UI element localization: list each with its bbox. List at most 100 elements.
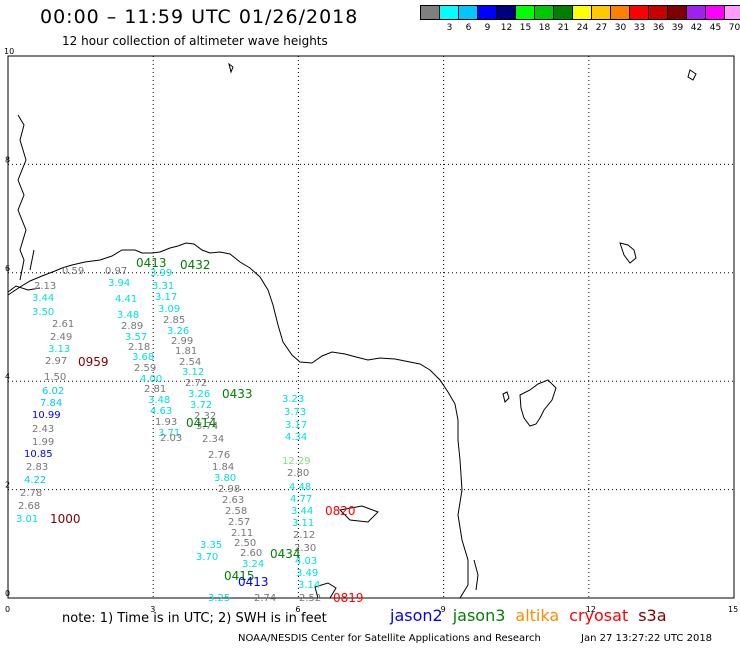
pass-time-label: 0434 bbox=[270, 547, 301, 561]
wave-height-value: 2.60 bbox=[240, 548, 262, 559]
pass-time-label: 0820 bbox=[325, 504, 356, 518]
wave-height-value: 1.81 bbox=[175, 346, 197, 357]
satellite-name-cryosat: cryosat bbox=[569, 606, 629, 625]
y-tick-label: 4 bbox=[5, 372, 10, 381]
pass-time-label: 1000 bbox=[50, 512, 81, 526]
legend-item: 9 bbox=[477, 5, 497, 34]
generation-timestamp: Jan 27 13:27:22 UTC 2018 bbox=[581, 633, 713, 644]
wave-height-value: 2.13 bbox=[34, 281, 56, 292]
satellite-name-s3a: s3a bbox=[638, 606, 667, 625]
wave-height-value: 1.93 bbox=[155, 417, 177, 428]
wave-height-value: 3.26 bbox=[167, 326, 189, 337]
y-tick-label: 0 bbox=[5, 589, 10, 598]
wave-height-value: 3.17 bbox=[155, 292, 177, 303]
page-title: 00:00 – 11:59 UTC 01/26/2018 bbox=[40, 6, 359, 28]
wave-height-value: 3.57 bbox=[125, 332, 147, 343]
legend-label: 6 bbox=[465, 23, 472, 33]
wave-height-value: 3.48 bbox=[148, 395, 170, 406]
wave-height-value: 2.63 bbox=[222, 495, 244, 506]
wave-height-value: 2.68 bbox=[18, 501, 40, 512]
wave-height-value: 2.34 bbox=[202, 434, 224, 445]
wave-height-value: 2.76 bbox=[208, 450, 230, 461]
wave-height-value: 3.71 bbox=[158, 428, 180, 439]
satellite-name-jason2: jason2 bbox=[390, 606, 443, 625]
wave-height-value: 2.54 bbox=[179, 357, 201, 368]
pass-time-label: 0432 bbox=[180, 258, 211, 272]
wave-height-value: 3.17 bbox=[285, 420, 307, 431]
wave-height-value: 2.97 bbox=[45, 356, 67, 367]
legend-label: 30 bbox=[614, 23, 627, 33]
wave-height-value: 2.50 bbox=[234, 538, 256, 549]
wave-height-value: 3.99 bbox=[150, 268, 172, 279]
wave-height-value: 3.44 bbox=[291, 506, 313, 517]
wave-height-value: 3.94 bbox=[108, 278, 130, 289]
wave-height-value: 4.00 bbox=[140, 374, 162, 385]
legend-label: 9 bbox=[484, 23, 491, 33]
wave-height-value: 3.70 bbox=[196, 552, 218, 563]
legend-label: 12 bbox=[500, 23, 513, 33]
legend-item: 24 bbox=[572, 5, 592, 34]
wave-height-value: 2.74 bbox=[254, 593, 276, 604]
legend-item: 45 bbox=[705, 5, 725, 34]
legend-label: 24 bbox=[576, 23, 589, 33]
wave-height-value: 12.29 bbox=[282, 456, 311, 467]
wave-height-value: 0.59 bbox=[62, 266, 84, 277]
wave-height-value: 3.01 bbox=[16, 514, 38, 525]
wave-height-value: 2.32 bbox=[194, 411, 216, 422]
pass-time-labels: 0413 043209590433041410000820043404150413… bbox=[50, 256, 364, 605]
wave-height-value: 3.14 bbox=[298, 580, 320, 591]
map-gridlines bbox=[8, 56, 734, 598]
wave-height-value: 3.49 bbox=[296, 568, 318, 579]
wave-height-value: 3.72 bbox=[190, 400, 212, 411]
wave-height-value: 2.12 bbox=[293, 530, 315, 541]
satellite-legend: jason2 jason3 altika cryosat s3a bbox=[390, 606, 677, 625]
pass-time-label: 0414 bbox=[186, 416, 217, 430]
wave-height-value: 2.72 bbox=[185, 378, 207, 389]
x-tick-label: 15 bbox=[728, 605, 738, 614]
wave-height-value: 3.68 bbox=[132, 352, 154, 363]
wave-height-value: 3.80 bbox=[214, 473, 236, 484]
y-tick-label: 2 bbox=[5, 481, 10, 490]
pass-time-label: 0413 bbox=[136, 256, 167, 270]
wave-height-value: 3.26 bbox=[188, 389, 210, 400]
wave-height-value: 7.84 bbox=[40, 398, 62, 409]
wave-height-value: 2.80 bbox=[287, 468, 309, 479]
x-tick-label: 0 bbox=[5, 605, 10, 614]
wave-height-value: 3.24 bbox=[242, 559, 264, 570]
wave-height-value: 2.52 bbox=[299, 593, 321, 604]
wave-height-value: 6.02 bbox=[42, 386, 64, 397]
wave-height-value: 3.48 bbox=[117, 310, 139, 321]
wave-height-value: 4.77 bbox=[290, 494, 312, 505]
legend-swatch bbox=[724, 5, 740, 20]
wave-height-value: 2.99 bbox=[171, 336, 193, 347]
footer-note: note: 1) Time is in UTC; 2) SWH is in fe… bbox=[62, 611, 327, 626]
legend-label: 27 bbox=[595, 23, 608, 33]
wave-height-value: 3.11 bbox=[292, 518, 314, 529]
satellite-name-altika: altika bbox=[515, 606, 560, 625]
wave-height-value: 2.85 bbox=[163, 315, 185, 326]
wave-height-value: 1.50 bbox=[44, 372, 66, 383]
wave-height-value: 4.34 bbox=[285, 432, 307, 443]
legend-label: 33 bbox=[633, 23, 646, 33]
wave-height-value: 3.12 bbox=[182, 367, 204, 378]
y-tick-label: 8 bbox=[5, 155, 10, 164]
legend-item: 30 bbox=[610, 5, 630, 34]
wave-height-value: 4.03 bbox=[295, 556, 317, 567]
legend-item: 27 bbox=[591, 5, 611, 34]
wave-height-value: 2.83 bbox=[26, 462, 48, 473]
legend-label: 18 bbox=[538, 23, 551, 33]
pass-time-label: 0413 bbox=[238, 575, 269, 589]
wave-height-value: 0.97 bbox=[105, 266, 127, 277]
x-tick-label: 3 bbox=[150, 605, 155, 614]
legend-label: 21 bbox=[557, 23, 570, 33]
legend-item: 12 bbox=[496, 5, 516, 34]
wave-height-value: 10.85 bbox=[24, 449, 53, 460]
y-tick-label: 10 bbox=[4, 47, 14, 56]
wave-height-value: 2.98 bbox=[218, 484, 240, 495]
legend-label: 70 bbox=[728, 23, 740, 33]
y-tick-label: 6 bbox=[5, 264, 10, 273]
pass-time-label: 0959 bbox=[78, 355, 109, 369]
wave-height-value: 3.74 bbox=[196, 421, 218, 432]
x-tick-label: 6 bbox=[295, 605, 300, 614]
